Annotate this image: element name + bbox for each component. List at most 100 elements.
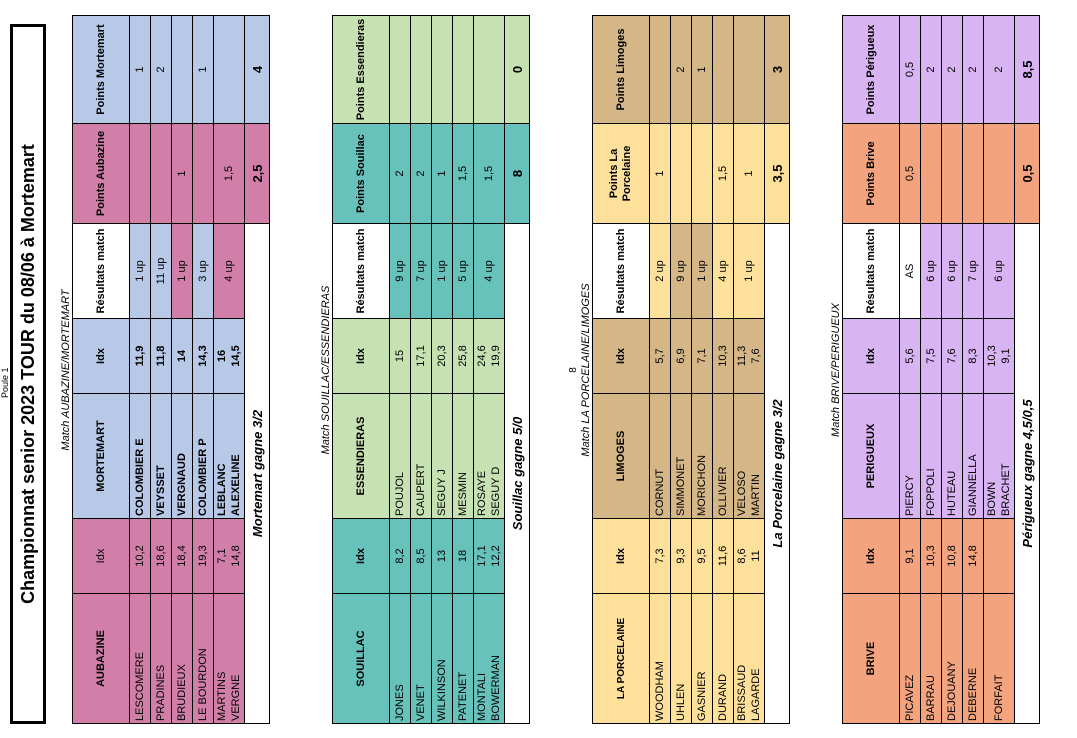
table-row-pair: BRISSAUD LAGARDE 8,6 11 VELOSO MARTIN 11,3 7… <box>733 15 765 724</box>
pair2-idx: 11,3 7,6 <box>733 318 765 394</box>
player2-name: GIANNELLA <box>962 393 984 519</box>
match-result: 1 up <box>171 223 193 319</box>
points1 <box>962 123 984 224</box>
header-points1: Points Brive <box>842 123 900 224</box>
player2-name: MORICHON <box>691 393 713 519</box>
points2: 2 <box>920 15 942 124</box>
pair2-idx: 24,6 19,9 <box>473 318 505 394</box>
match-souillac-essendieras: Match SOUILLAC/ESSENDIERAS SOUILLAC Idx … <box>320 15 530 724</box>
table-row-pair: MARTINS VERGNE 7,1 14,8 LEBLANC ALEXELINE 1… <box>213 15 245 724</box>
points2 <box>410 15 432 124</box>
table-row: DEBERNE 14,8 GIANNELLA 8,3 7 up 2 <box>962 15 984 724</box>
header-idx2: Idx <box>592 318 650 394</box>
player1-name: PATENET <box>452 593 474 724</box>
pair1-names: FORFAIT <box>983 593 1015 724</box>
table-header: AUBAZINE Idx MORTEMART Idx Résultats mat… <box>72 15 130 724</box>
player2-name: CORNUT <box>649 393 671 519</box>
table-row: PICAVEZ 9,1 PIERCY 5,6 AS 0,5 0,5 <box>899 15 921 724</box>
points2: 2 <box>150 15 172 124</box>
player2-name: SIMMONET <box>670 393 692 519</box>
player2-idx: 20,3 <box>431 318 453 394</box>
total-points2: 0 <box>504 15 530 124</box>
separator-number: 8 <box>568 367 579 373</box>
player1-idx: 19,3 <box>192 518 214 594</box>
points1: 0,5 <box>899 123 921 224</box>
player1-idx: 9,3 <box>670 518 692 594</box>
player2-idx: 5,6 <box>899 318 921 394</box>
header-points2: Points Limoges <box>592 15 650 124</box>
player1-idx: 10,8 <box>941 518 963 594</box>
points2 <box>733 15 765 124</box>
match-table: SOUILLAC Idx ESSENDIERAS Idx Résultats m… <box>332 15 530 724</box>
points1: 2 <box>389 123 411 224</box>
points1 <box>150 123 172 224</box>
player2-name: HUTEAU <box>941 393 963 519</box>
match-result: 1 up <box>129 223 151 319</box>
player2-name: VERGNAUD <box>171 393 193 519</box>
player1-idx: 18,4 <box>171 518 193 594</box>
header-results: Résultats match <box>842 223 900 319</box>
totals-row: La Porcelaine gagne 3/2 3,5 3 <box>764 15 790 724</box>
header-points2: Points Mortemart <box>72 15 130 124</box>
points2: 2 <box>670 15 692 124</box>
table-row-pair: FORFAIT BOWN BRACHET 10,3 9,1 6 up 2 <box>983 15 1015 724</box>
points1: 1 <box>649 123 671 224</box>
player2-idx: 7,1 <box>691 318 713 394</box>
header-results: Résultats match <box>592 223 650 319</box>
player2-idx: 6,9 <box>670 318 692 394</box>
player2-idx: 17,1 <box>410 318 432 394</box>
header-note: Poule 1 <box>0 367 10 398</box>
header-team2: ESSENDIERAS <box>332 393 390 519</box>
match-outcome: Souillac gagne 5/0 <box>504 223 530 724</box>
header-results: Résultats match <box>332 223 390 319</box>
match-result: 5 up <box>452 223 474 319</box>
points1: 1,5 <box>712 123 734 224</box>
player1-idx: 9,1 <box>899 518 921 594</box>
header-points1: Points Souillac <box>332 123 390 224</box>
player2-name: CAUPERT <box>410 393 432 519</box>
total-points2: 8,5 <box>1014 15 1040 124</box>
match-outcome: La Porcelaine gagne 3/2 <box>764 223 790 724</box>
table-row: PRADINES 18,6 VEYSSET 11,8 11 up 2 <box>150 15 172 724</box>
pair1-idx <box>983 518 1015 594</box>
match-outcome: Mortemart gagne 3/2 <box>244 223 270 724</box>
player1-idx: 8,2 <box>389 518 411 594</box>
points2: 2 <box>962 15 984 124</box>
header-team1: SOUILLAC <box>332 593 390 724</box>
header-idx2: Idx <box>72 318 130 394</box>
points1 <box>670 123 692 224</box>
player2-name: SEGUY J <box>431 393 453 519</box>
player1-idx: 18,6 <box>150 518 172 594</box>
player1-name: VENET <box>410 593 432 724</box>
player1-idx: 8,5 <box>410 518 432 594</box>
table-row: WOODHAM 7,3 CORNUT 5,7 2 up 1 <box>649 15 671 724</box>
table-header: LA PORCELAINE Idx LIMOGES Idx Résultats … <box>592 15 650 724</box>
points1 <box>192 123 214 224</box>
match-result: 6 up <box>941 223 963 319</box>
points2 <box>649 15 671 124</box>
table-row: LE BOURDON 19,3 COLOMBIER P 14,3 3 up 1 <box>192 15 214 724</box>
pair2-names: BOWN BRACHET <box>983 393 1015 519</box>
player2-idx: 7,6 <box>941 318 963 394</box>
points2: 2 <box>983 15 1015 124</box>
match-result: 1 up <box>733 223 765 319</box>
match-outcome: Périgueux gagne 4,5/0,5 <box>1014 223 1040 724</box>
player2-name: MESMIN <box>452 393 474 519</box>
table-header: BRIVE Idx PERIGUEUX Idx Résultats match … <box>842 15 900 724</box>
totals-row: Mortemart gagne 3/2 2,5 4 <box>244 15 270 724</box>
pair1-idx: 17,1 12,2 <box>473 518 505 594</box>
match-result: 6 up <box>920 223 942 319</box>
player2-idx: 5,7 <box>649 318 671 394</box>
player1-name: GASNIER <box>691 593 713 724</box>
player2-name: OLLIVIER <box>712 393 734 519</box>
match-result: 9 up <box>670 223 692 319</box>
header-points2: Points Périgueux <box>842 15 900 124</box>
total-points1: 0,5 <box>1014 123 1040 224</box>
header-team1: AUBAZINE <box>72 593 130 724</box>
points2: 1 <box>192 15 214 124</box>
player1-name: WOODHAM <box>649 593 671 724</box>
header-team1: LA PORCELAINE <box>592 593 650 724</box>
player2-name: VEYSSET <box>150 393 172 519</box>
match-table: AUBAZINE Idx MORTEMART Idx Résultats mat… <box>72 15 270 724</box>
table-row: DURAND 11,6 OLLIVIER 10,3 4 up 1,5 <box>712 15 734 724</box>
